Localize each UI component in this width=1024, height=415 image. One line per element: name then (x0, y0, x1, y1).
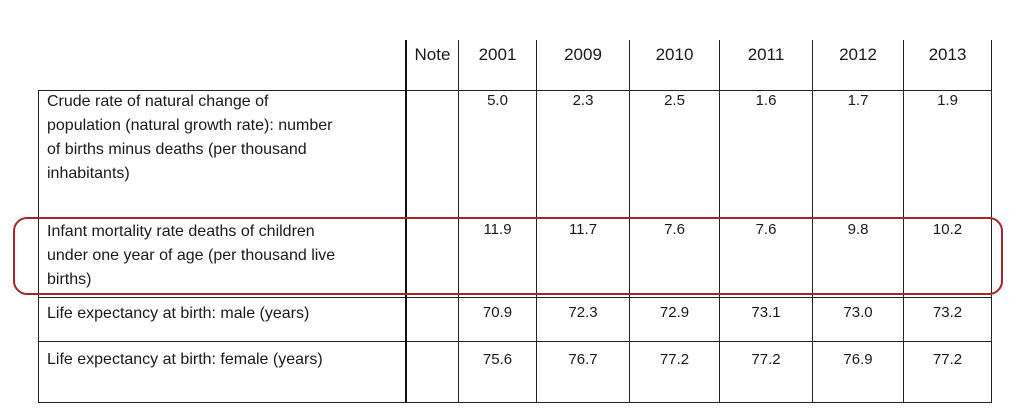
cell-value: 9.8 (847, 221, 869, 238)
cell-value: 11.9 (483, 221, 512, 238)
grid-line (38, 297, 991, 298)
grid-line (38, 341, 991, 342)
cell-value: 70.9 (482, 304, 513, 321)
label-line: under one year of age (per thousand live (47, 247, 336, 264)
header-note: Note (414, 45, 451, 64)
cell-value: 76.7 (568, 351, 598, 368)
cell-value: 77.2 (932, 351, 963, 368)
row-label-life-expectancy-female: Life expectancy at birth: female (years) (47, 348, 392, 372)
label-line: Life expectancy at birth: male (years) (47, 305, 310, 322)
header-year: 2011 (747, 45, 785, 64)
cell-value: 77.2 (659, 351, 690, 368)
label-line: births) (47, 271, 92, 288)
grid-line (38, 90, 39, 403)
header-year: 2001 (478, 45, 517, 64)
cell-value: 1.7 (847, 92, 869, 109)
cell-value: 11.7 (568, 221, 598, 238)
label-line: of births minus deaths (per thousand (47, 141, 307, 158)
grid-line (812, 40, 813, 403)
cell-value: 75.6 (482, 351, 513, 368)
grid-line (458, 40, 459, 403)
header-year: 2012 (839, 45, 877, 64)
grid-line (405, 40, 407, 403)
grid-line (719, 40, 720, 403)
cell-value: 7.6 (755, 221, 777, 238)
header-year: 2010 (655, 45, 694, 64)
label-line: Infant mortality rate deaths of children (47, 223, 315, 240)
grid-line (903, 40, 904, 403)
grid-line (629, 40, 630, 403)
cell-value: 73.1 (751, 304, 781, 321)
cell-value: 5.0 (487, 92, 508, 109)
cell-value: 73.0 (843, 304, 873, 321)
label-line: inhabitants) (47, 165, 130, 182)
grid-line (38, 90, 991, 91)
cell-value: 10.2 (932, 221, 963, 238)
cell-value: 72.9 (659, 304, 690, 321)
cell-value: 7.6 (664, 221, 685, 238)
label-line: Life expectancy at birth: female (years) (47, 351, 323, 368)
grid-line (38, 402, 991, 403)
cell-value: 72.3 (568, 304, 598, 321)
cell-value: 73.2 (932, 304, 963, 321)
row-label-infant-mortality: Infant mortality rate deaths of children… (47, 220, 392, 292)
cell-value: 1.9 (937, 92, 958, 109)
grid-line (536, 40, 537, 403)
highlight-box (13, 217, 1003, 295)
row-label-life-expectancy-male: Life expectancy at birth: male (years) (47, 302, 392, 326)
cell-value: 2.5 (664, 92, 685, 109)
row-label-natural-growth: Crude rate of natural change of populati… (47, 90, 392, 186)
cell-value: 1.6 (755, 92, 777, 109)
header-year: 2009 (564, 45, 602, 64)
header-year: 2013 (928, 45, 967, 64)
label-line: population (natural growth rate): number (47, 117, 333, 134)
cell-value: 77.2 (751, 351, 781, 368)
cell-value: 2.3 (572, 92, 594, 109)
cell-value: 76.9 (843, 351, 873, 368)
label-line: Crude rate of natural change of (47, 93, 269, 110)
